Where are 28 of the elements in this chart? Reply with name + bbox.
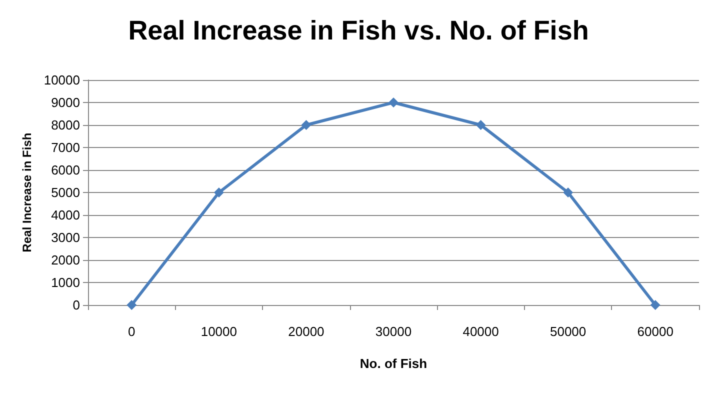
x-tick-label: 40000 [462, 324, 499, 339]
y-tick-label: 4000 [51, 208, 80, 222]
y-tick-label: 10000 [44, 72, 80, 88]
y-tick-label: 8000 [51, 118, 80, 132]
y-tick-label: 1000 [51, 275, 80, 290]
y-tick-label: 6000 [51, 162, 80, 178]
x-tick-label: 10000 [200, 324, 238, 339]
x-tick-label: 20000 [288, 324, 324, 339]
y-tick-label: 0 [72, 298, 80, 312]
point [301, 120, 312, 130]
point [650, 300, 660, 310]
x-tick-label: 0 [128, 324, 136, 339]
x-tick-label: 50000 [550, 324, 586, 339]
point [388, 98, 398, 108]
point [126, 300, 137, 310]
point [563, 188, 574, 198]
y-tick-label: 9000 [51, 95, 80, 110]
y-tick-label: 5000 [51, 185, 80, 200]
x-tick-label: 60000 [637, 324, 674, 339]
point [214, 188, 224, 198]
y-axis-title: Real Increase in Fish [20, 132, 34, 252]
y-tick-label: 7000 [51, 140, 80, 155]
y-tick-label: 2000 [51, 252, 80, 268]
x-tick-label: 30000 [375, 324, 412, 339]
y-tick-label: 3000 [51, 230, 80, 245]
point [476, 120, 486, 130]
chart-title: Real Increase in Fish vs. No. of Fish [128, 16, 589, 46]
x-axis-title: No. of Fish [360, 356, 428, 371]
